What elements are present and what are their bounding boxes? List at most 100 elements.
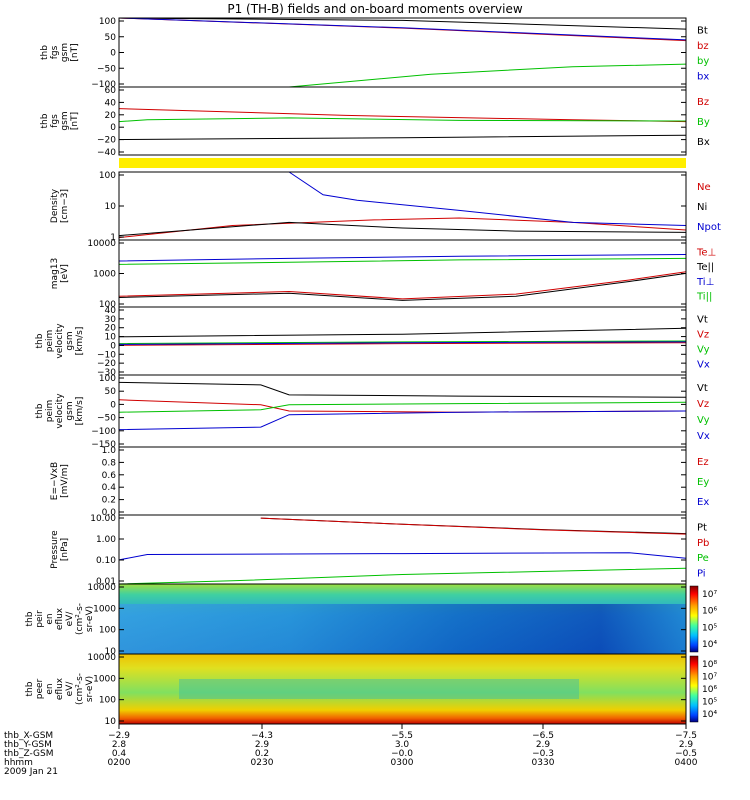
y-axis-label-line: sr-eV) (85, 676, 95, 702)
x-tick-label: 2.8 (112, 740, 127, 750)
legend-entry: Ni (697, 202, 707, 213)
y-axis-label-line: Pressure (50, 530, 60, 569)
legend-entry: Npot (697, 222, 721, 233)
x-tick-label: 3.0 (395, 740, 410, 750)
y-axis-label: thb peir en eflux eV/(cm²-s-sr-eV) (25, 603, 95, 635)
series-line (118, 254, 687, 262)
legend-entry: Bx (697, 137, 710, 148)
y-tick-label: −50 (97, 64, 116, 74)
y-axis-label: thb peim velocity gsm [km/s] (35, 323, 85, 359)
series-line (118, 17, 687, 30)
y-axis-label-line: [eV] (60, 264, 70, 283)
series-line (118, 272, 687, 301)
x-tick-label: 0.4 (112, 749, 127, 759)
series-line (118, 552, 687, 561)
y-axis-label-line: gsm (60, 43, 70, 62)
legend-entry: Vy (697, 345, 710, 356)
legend-entry: Ey (697, 477, 709, 488)
legend-entry: Te|| (696, 262, 714, 273)
panel-6: Vt Vz Vy Vx 100 50 0 −50 −100 −150 thb peim velocity… (35, 374, 710, 450)
y-tick-label: 0.4 (102, 483, 117, 493)
legend-entry: Te⊥ (696, 247, 716, 258)
x-tick-label: 2.9 (255, 740, 270, 750)
y-tick-label: 0 (110, 123, 116, 133)
y-tick-label: 20 (105, 111, 117, 121)
y-tick-label: 1 (110, 233, 116, 243)
legend-entry: By (697, 117, 710, 128)
series-line (118, 134, 687, 140)
series-line (118, 221, 687, 237)
y-tick-label: 1000 (93, 604, 116, 614)
y-tick-label: 20 (105, 324, 117, 334)
x-tick-label: −0.0 (391, 749, 413, 759)
y-tick-label: −100 (91, 427, 116, 437)
x-tick-label: 2.9 (536, 740, 551, 750)
y-tick-label: 0.6 (102, 471, 117, 481)
y-tick-label: 0.0 (102, 508, 117, 518)
y-axis-label-line: eflux (55, 607, 65, 630)
series-line (118, 340, 687, 345)
y-tick-label: −20 (97, 359, 116, 369)
y-axis-label-line: thb (25, 681, 35, 696)
series-line (118, 381, 687, 398)
y-axis-label-line: thb (40, 113, 50, 128)
y-axis-label-line: velocity (55, 393, 65, 429)
series-line (118, 401, 687, 413)
y-tick-label: 40 (105, 306, 117, 316)
y-tick-label: 10000 (87, 583, 116, 593)
y-tick-label: 10000 (87, 239, 116, 249)
y-axis-label-line: [mV/m] (60, 464, 70, 498)
y-axis-label: thb fgs gsm [nT] (40, 43, 80, 62)
y-tick-label: −150 (91, 440, 116, 450)
colorbar-tick-label: 10⁶ (702, 685, 717, 695)
legend-entry: Pe (697, 553, 709, 564)
x-tick-label: −0.5 (675, 749, 697, 759)
legend-entry: Pt (697, 523, 707, 534)
legend-entry: Vx (697, 360, 710, 371)
series-line (260, 517, 687, 535)
y-axis-label-line: [km/s] (75, 327, 85, 356)
x-axis-row-label: hhmm (4, 758, 33, 768)
colorbar-tick-label: 10⁴ (702, 710, 717, 720)
x-tick-label: 0300 (391, 758, 414, 768)
y-tick-label: 0 (110, 400, 116, 410)
colorbar (689, 655, 699, 723)
series-line (118, 341, 687, 345)
legend-entry: Vt (697, 383, 708, 394)
y-tick-label: 10 (105, 647, 117, 657)
colorbar-tick-label: 10⁶ (702, 607, 717, 617)
y-axis-label: thb peer en eflux eV/(cm²-s-sr-eV) (25, 673, 95, 705)
panel-4: Te⊥ Te|| Ti⊥ Ti|| 10000 1000 100 mag13 [eV] (50, 239, 716, 310)
y-tick-label: 1000 (93, 674, 116, 684)
spectrogram-band (179, 679, 579, 699)
x-tick-label: −5.5 (391, 731, 413, 741)
y-axis-label-line: [nT] (70, 112, 80, 130)
legend-entry: Ex (697, 497, 709, 508)
legend-entry: bx (697, 71, 709, 82)
y-axis-label-line: mag13 (50, 258, 60, 289)
colorbar-tick-label: 10⁷ (702, 590, 717, 600)
y-axis-label-line: peer (35, 678, 45, 699)
series-line (118, 17, 687, 41)
y-axis-label-line: fgs (50, 114, 60, 128)
y-axis-label-line: gsm (65, 331, 75, 350)
series-line (118, 217, 687, 239)
legend-entry: Vy (697, 415, 710, 426)
y-axis-label-line: eV/ (65, 681, 75, 697)
series-line (118, 410, 687, 431)
legend-entry: Ne (697, 182, 711, 193)
panel-7: Ez Ey Ex 1.0 0.8 0.6 0.4 0.2 0.0 E=−VxB [mV/m] (50, 446, 709, 518)
y-tick-label: 0 (110, 49, 116, 59)
y-axis-label-line: Density (50, 188, 60, 223)
y-axis-label-line: [cm−3] (60, 189, 70, 223)
x-tick-label: 0230 (251, 758, 274, 768)
y-tick-label: 10 (105, 202, 117, 212)
series-line (118, 342, 687, 346)
y-axis-label-line: eV/ (65, 611, 75, 627)
y-tick-label: 1.0 (102, 446, 117, 456)
x-axis-table: thb_X-GSM −2.9 −4.3 −5.5 −6.5 −7.5 thb_Y-GSM 2.… (4, 731, 698, 777)
y-axis-label: E=−VxB [mV/m] (50, 462, 70, 500)
panel-frame (118, 171, 687, 241)
